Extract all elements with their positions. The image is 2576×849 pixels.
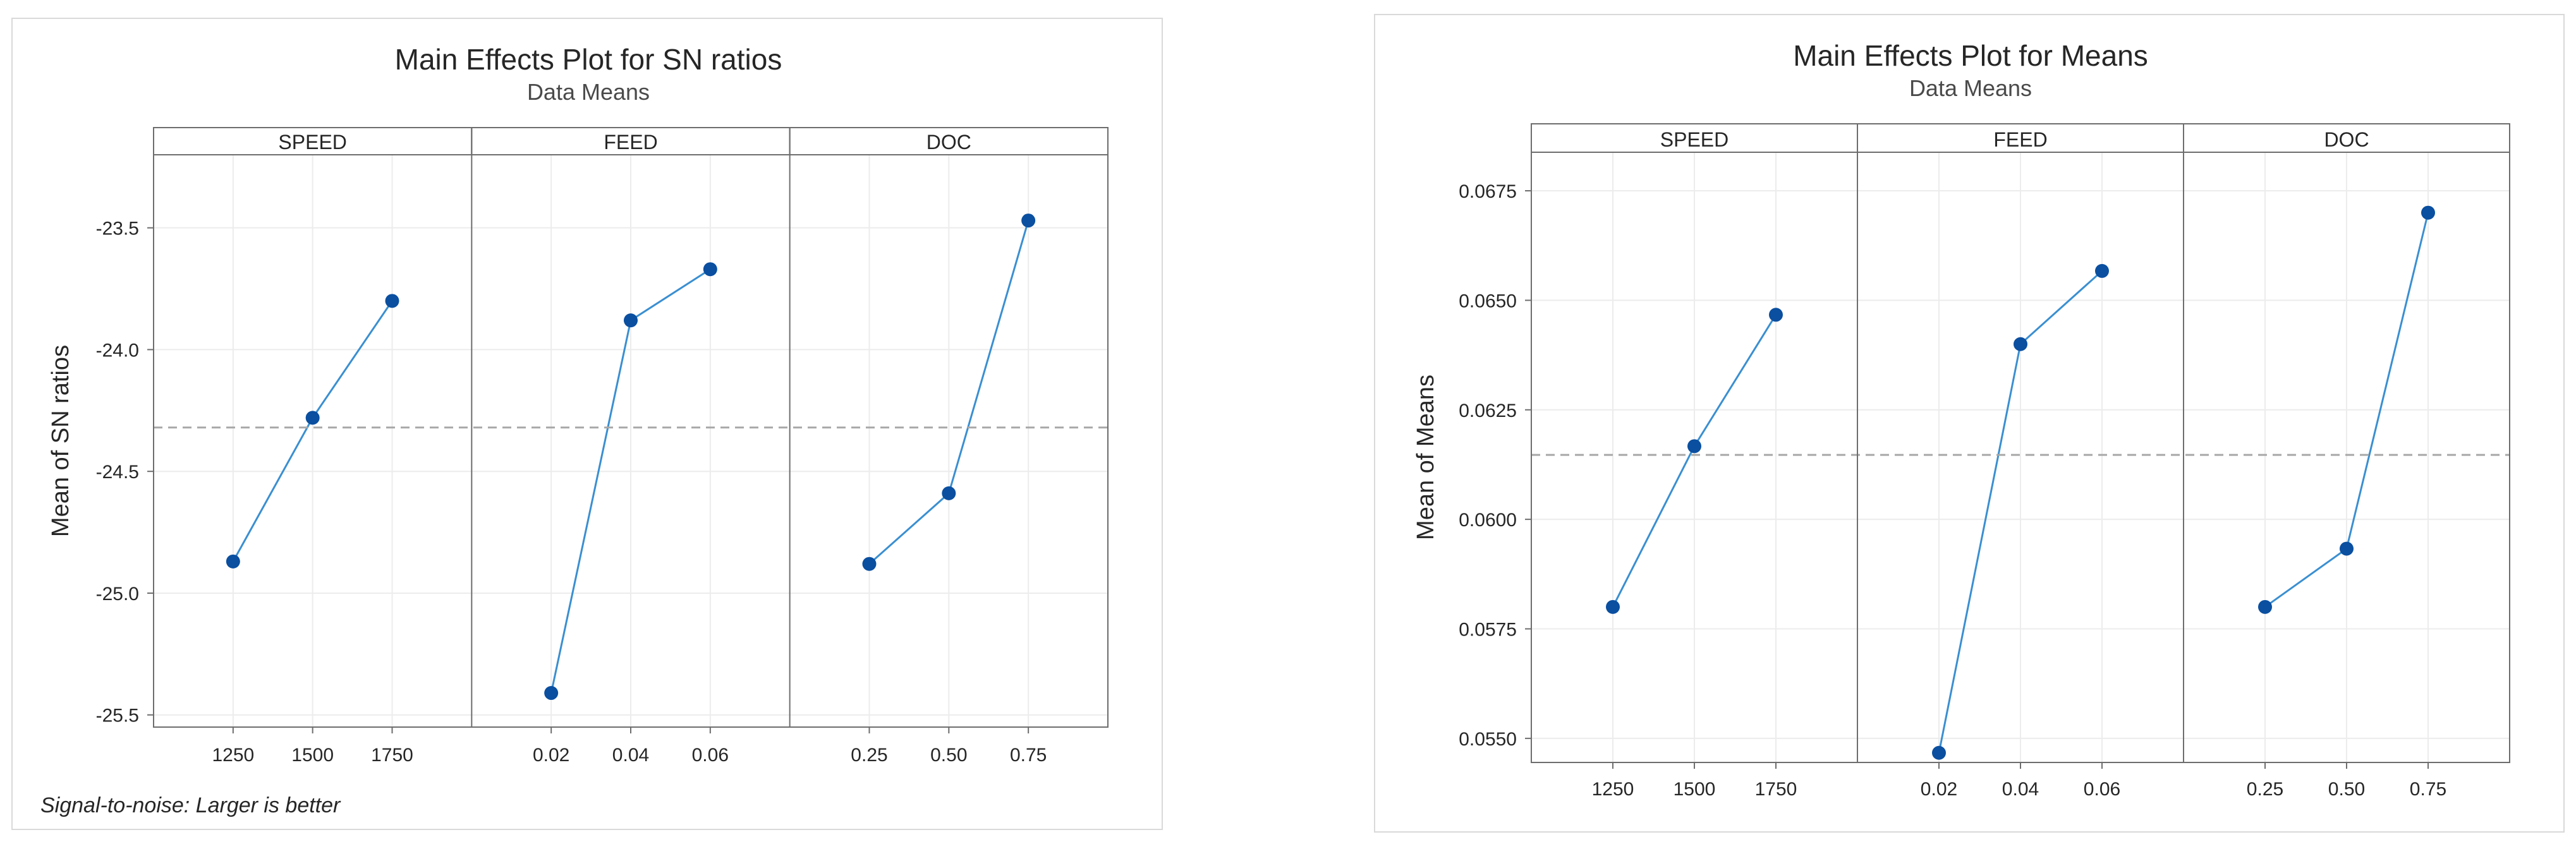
panel-strip-label: DOC: [2324, 128, 2369, 151]
y-tick-label: 0.0600: [1459, 510, 1517, 531]
x-tick-label: 1750: [1755, 779, 1797, 800]
panel-strip: [2183, 123, 2510, 153]
data-point: [1606, 599, 1620, 614]
chart-footnote: Signal-to-noise: Larger is better: [40, 793, 341, 817]
y-tick-label: -23.5: [96, 219, 139, 239]
y-tick-label: -24.0: [96, 340, 139, 361]
y-tick-label: 0.0550: [1459, 729, 1517, 750]
data-point: [544, 686, 559, 701]
data-point: [2014, 337, 2027, 351]
data-point: [385, 294, 399, 308]
data-point: [226, 554, 240, 569]
panel-strip-label: SPEED: [1660, 128, 1728, 151]
data-point: [2421, 205, 2435, 220]
means-chart: Main Effects Plot for Means Data Means Mea…: [1413, 39, 2510, 800]
data-point: [703, 262, 717, 277]
sn-ratios-chart: Main Effects Plot for SN ratios Data Mean…: [40, 43, 1109, 817]
x-tick-label: 0.50: [2328, 779, 2365, 800]
chart-subtitle: Data Means: [527, 79, 650, 105]
sn-ratios-chart-panel: Main Effects Plot for SN ratios Data Mean…: [11, 18, 1163, 830]
y-axis-label: Mean of SN ratios: [47, 345, 74, 537]
x-tick-label: 0.50: [930, 745, 967, 766]
x-tick-label: 1250: [212, 745, 254, 766]
data-point: [1932, 745, 1946, 760]
x-tick-label: 1750: [371, 745, 413, 766]
y-tick-label: -24.5: [96, 462, 139, 483]
x-tick-label: 0.04: [2002, 779, 2039, 800]
panel-strip: [471, 127, 791, 155]
chart-title: Main Effects Plot for SN ratios: [395, 43, 782, 76]
x-tick-label: 0.75: [2410, 779, 2446, 800]
y-tick-label: 0.0650: [1459, 291, 1517, 311]
x-tick-label: 0.02: [1921, 779, 1957, 800]
x-tick-label: 1250: [1592, 779, 1634, 800]
y-tick-label: 0.0575: [1459, 619, 1517, 640]
y-tick-label: -25.5: [96, 706, 139, 726]
panel-strip: [1531, 123, 1858, 153]
data-point: [2258, 599, 2272, 614]
x-tick-label: 0.25: [851, 745, 887, 766]
means-chart-panel: Main Effects Plot for Means Data Means Mea…: [1374, 14, 2565, 833]
panel-strip-label: SPEED: [278, 131, 346, 154]
plot-frame: [1531, 152, 2510, 763]
x-tick-label: 1500: [1674, 779, 1716, 800]
data-point: [1769, 308, 1783, 322]
data-point: [2340, 541, 2354, 556]
data-point: [624, 313, 638, 328]
data-point: [305, 411, 320, 425]
data-point: [1687, 439, 1701, 454]
y-tick-label: -25.0: [96, 584, 139, 605]
data-point: [862, 557, 877, 571]
panel-strip-label: FEED: [604, 131, 657, 154]
x-tick-label: 0.06: [692, 745, 729, 766]
panel-strip-label: DOC: [927, 131, 971, 154]
x-tick-label: 0.25: [2247, 779, 2283, 800]
data-point: [942, 486, 956, 500]
x-tick-label: 1500: [291, 745, 334, 766]
y-axis-label: Mean of Means: [1413, 375, 1439, 540]
y-tick-label: 0.0625: [1459, 400, 1517, 421]
x-tick-label: 0.04: [612, 745, 649, 766]
x-tick-label: 0.06: [2084, 779, 2120, 800]
x-tick-label: 0.75: [1010, 745, 1047, 766]
x-tick-label: 0.02: [533, 745, 569, 766]
data-point: [2095, 263, 2109, 278]
plot-frame: [153, 154, 1109, 728]
chart-title: Main Effects Plot for Means: [1793, 39, 2148, 72]
y-tick-label: 0.0675: [1459, 181, 1517, 202]
chart-subtitle: Data Means: [1909, 75, 2032, 101]
data-point: [1021, 214, 1036, 228]
panel-strip-label: FEED: [1993, 128, 2047, 151]
